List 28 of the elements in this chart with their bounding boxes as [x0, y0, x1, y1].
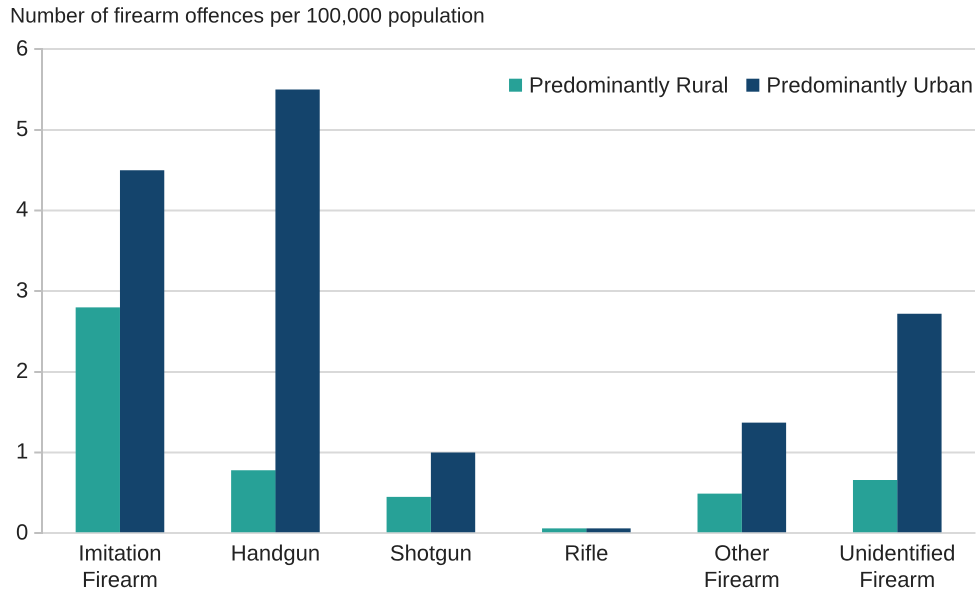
- y-tick-label: 0: [16, 519, 28, 544]
- bar: [897, 314, 942, 532]
- bar: [742, 422, 786, 532]
- legend-label: Predominantly Rural: [529, 72, 728, 98]
- x-tick-label: Unidentified Firearm: [839, 540, 956, 592]
- x-tick-label: Rifle: [564, 540, 608, 566]
- bar: [852, 480, 898, 532]
- legend-label: Predominantly Urban: [766, 72, 974, 98]
- y-axis-title: Number of firearm offences per 100,000 population: [10, 4, 485, 28]
- x-tick-label: Imitation Firearm: [78, 540, 162, 592]
- y-tick-label: 4: [16, 196, 28, 222]
- bar: [386, 496, 431, 532]
- x-tick-label: Handgun: [230, 540, 320, 566]
- bar: [586, 528, 631, 532]
- y-tick-label: 1: [16, 438, 28, 464]
- bar: [542, 528, 586, 532]
- x-tick-label: Shotgun: [390, 540, 472, 566]
- bar: [231, 470, 276, 532]
- bar: [275, 90, 320, 532]
- y-tick-label: 2: [16, 358, 28, 383]
- x-tick-label: Other Firearm: [704, 540, 780, 592]
- y-tick-label: 6: [16, 35, 28, 60]
- y-tick-label: 3: [16, 277, 28, 302]
- bar: [76, 307, 120, 532]
- bar: [698, 494, 742, 532]
- y-tick-label: 5: [16, 116, 28, 141]
- bar: [430, 452, 476, 532]
- bar: [120, 170, 164, 532]
